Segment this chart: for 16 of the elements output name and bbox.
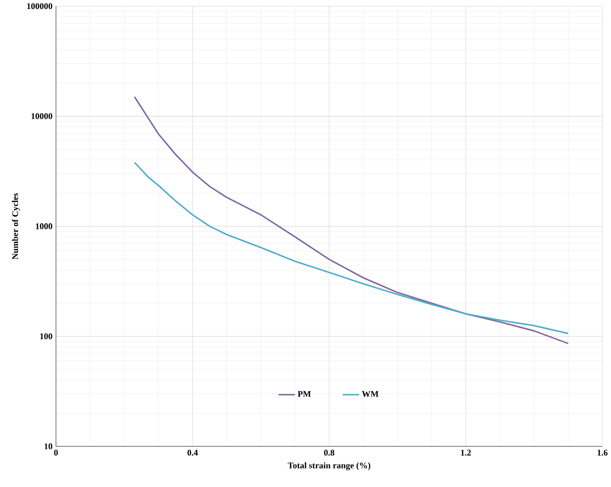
x-tick-label: 1.2 [461,450,471,456]
line-series [134,162,569,334]
y-tick-label: 10 [44,443,52,450]
y-tick-label: 100 [40,333,52,340]
y-tick-label: 100000 [27,3,52,10]
y-tick-label: 10000 [32,113,52,120]
x-tick-label: 1.6 [598,450,608,456]
y-axis-title: Number of Cycles [12,193,20,260]
legend-label: WM [362,391,378,398]
x-tick-label: 0.8 [324,450,334,456]
y-tick-label: 1000 [36,223,52,230]
legend-label: PM [298,391,311,397]
line-series [134,96,569,344]
x-tick-label: 0 [54,450,58,456]
x-tick-label: 0.4 [187,450,198,456]
x-axis-title: Total strain range (%) [288,462,370,470]
